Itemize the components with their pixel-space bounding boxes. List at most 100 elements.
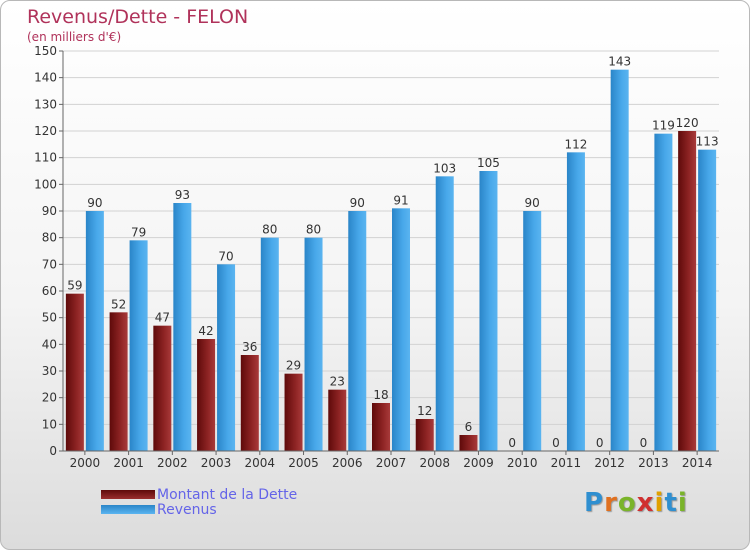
data-label-revenus-2011: 112 — [564, 137, 587, 151]
data-label-debt-2013: 0 — [640, 436, 648, 450]
legend-item-debt: Montant de la Dette — [101, 486, 298, 503]
data-label-debt-2002: 47 — [155, 311, 170, 325]
data-label-revenus-2006: 90 — [350, 196, 365, 210]
data-label-debt-2001: 52 — [111, 297, 126, 311]
y-tick-label: 80 — [42, 231, 57, 245]
bar-revenus-2013 — [654, 133, 673, 451]
bar-revenus-2009 — [479, 171, 498, 451]
bar-revenus-2006 — [348, 211, 367, 451]
legend-swatch-debt — [101, 490, 155, 499]
x-tick-label: 2007 — [376, 456, 407, 470]
bar-debt-2006 — [328, 389, 347, 451]
chart-subtitle: (en milliers d'€) — [27, 30, 122, 44]
data-label-revenus-2002: 93 — [175, 188, 190, 202]
logo-letter: t — [664, 488, 678, 518]
y-tick-label: 60 — [42, 284, 57, 298]
data-label-debt-2011: 0 — [552, 436, 560, 450]
chart-legend: Montant de la Dette Revenus — [101, 486, 298, 518]
x-tick-label: 2000 — [70, 456, 101, 470]
y-tick-label: 20 — [42, 391, 57, 405]
bar-debt-2007 — [372, 403, 390, 451]
y-tick-label: 30 — [42, 364, 57, 378]
data-label-revenus-2004: 80 — [262, 223, 277, 237]
data-label-revenus-2009: 105 — [477, 156, 500, 170]
chart-title: Revenus/Dette - FELON — [27, 6, 249, 28]
bar-revenus-2005 — [304, 237, 323, 451]
data-label-revenus-2007: 91 — [393, 193, 408, 207]
x-tick-label: 2005 — [288, 456, 319, 470]
x-tick-label: 2012 — [594, 456, 625, 470]
y-tick-label: 120 — [34, 124, 57, 138]
bar-debt-2000 — [65, 293, 84, 451]
data-label-revenus-2001: 79 — [131, 225, 146, 239]
legend-item-revenus: Revenus — [101, 501, 297, 518]
y-tick-label: 130 — [34, 97, 57, 111]
data-label-debt-2006: 23 — [330, 375, 345, 389]
x-tick-label: 2006 — [332, 456, 363, 470]
data-label-debt-2010: 0 — [508, 436, 516, 450]
bar-debt-2001 — [109, 312, 128, 451]
bar-revenus-2003 — [217, 264, 236, 451]
legend-label-revenus: Revenus — [157, 501, 217, 518]
bar-debt-2004 — [240, 355, 259, 451]
y-tick-label: 100 — [34, 177, 57, 191]
data-label-debt-2008: 12 — [417, 404, 432, 418]
x-tick-label: 2013 — [638, 456, 669, 470]
x-tick-label: 2003 — [201, 456, 232, 470]
logo-letter: i — [654, 488, 665, 518]
legend-label-debt: Montant de la Dette — [157, 486, 298, 503]
bar-revenus-2014 — [698, 149, 717, 451]
data-label-debt-2007: 18 — [373, 388, 388, 402]
data-label-debt-2005: 29 — [286, 359, 301, 373]
y-tick-label: 140 — [34, 71, 57, 85]
bar-revenus-2004 — [260, 237, 279, 451]
x-tick-label: 2008 — [419, 456, 450, 470]
data-label-revenus-2013: 119 — [652, 119, 675, 133]
y-tick-label: 150 — [34, 44, 57, 58]
bar-revenus-2010 — [523, 211, 542, 451]
bar-debt-2002 — [153, 325, 172, 451]
data-label-debt-2014: 120 — [676, 116, 699, 130]
data-label-debt-2004: 36 — [242, 340, 257, 354]
bar-revenus-2001 — [129, 240, 148, 451]
logo-letter: r — [604, 488, 618, 518]
bar-debt-2003 — [197, 339, 216, 451]
x-tick-label: 2009 — [463, 456, 494, 470]
y-tick-label: 50 — [42, 311, 57, 325]
bar-debt-2014 — [678, 131, 697, 451]
x-tick-label: 2004 — [245, 456, 276, 470]
x-tick-label: 2011 — [551, 456, 582, 470]
data-label-revenus-2003: 70 — [218, 249, 233, 263]
x-tick-label: 2010 — [507, 456, 538, 470]
y-tick-label: 70 — [42, 257, 57, 271]
proxiti-logo: Proxiti — [584, 488, 688, 518]
y-tick-label: 40 — [42, 337, 57, 351]
x-tick-label: 2001 — [113, 456, 144, 470]
bar-revenus-2011 — [566, 152, 585, 452]
bar-revenus-2007 — [392, 208, 410, 451]
data-label-revenus-2005: 80 — [306, 223, 321, 237]
y-tick-label: 90 — [42, 204, 57, 218]
bar-revenus-2000 — [85, 211, 104, 451]
bar-debt-2008 — [415, 419, 434, 451]
data-label-debt-2003: 42 — [198, 324, 213, 338]
data-label-revenus-2000: 90 — [87, 196, 102, 210]
data-label-debt-2000: 59 — [67, 279, 82, 293]
data-label-revenus-2010: 90 — [525, 196, 540, 210]
data-label-revenus-2014: 113 — [696, 135, 719, 149]
data-label-revenus-2008: 103 — [433, 161, 456, 175]
data-label-debt-2012: 0 — [596, 436, 604, 450]
y-tick-label: 110 — [34, 151, 57, 165]
logo-letter: o — [617, 488, 637, 518]
y-tick-label: 10 — [42, 417, 57, 431]
legend-swatch-revenus — [101, 505, 155, 514]
bar-revenus-2002 — [173, 203, 192, 451]
y-tick-label: 0 — [49, 444, 57, 458]
bar-revenus-2008 — [435, 176, 454, 452]
data-label-revenus-2012: 143 — [608, 55, 631, 69]
logo-letter: i — [677, 488, 688, 518]
bar-debt-2009 — [459, 435, 478, 451]
x-tick-label: 2014 — [682, 456, 713, 470]
